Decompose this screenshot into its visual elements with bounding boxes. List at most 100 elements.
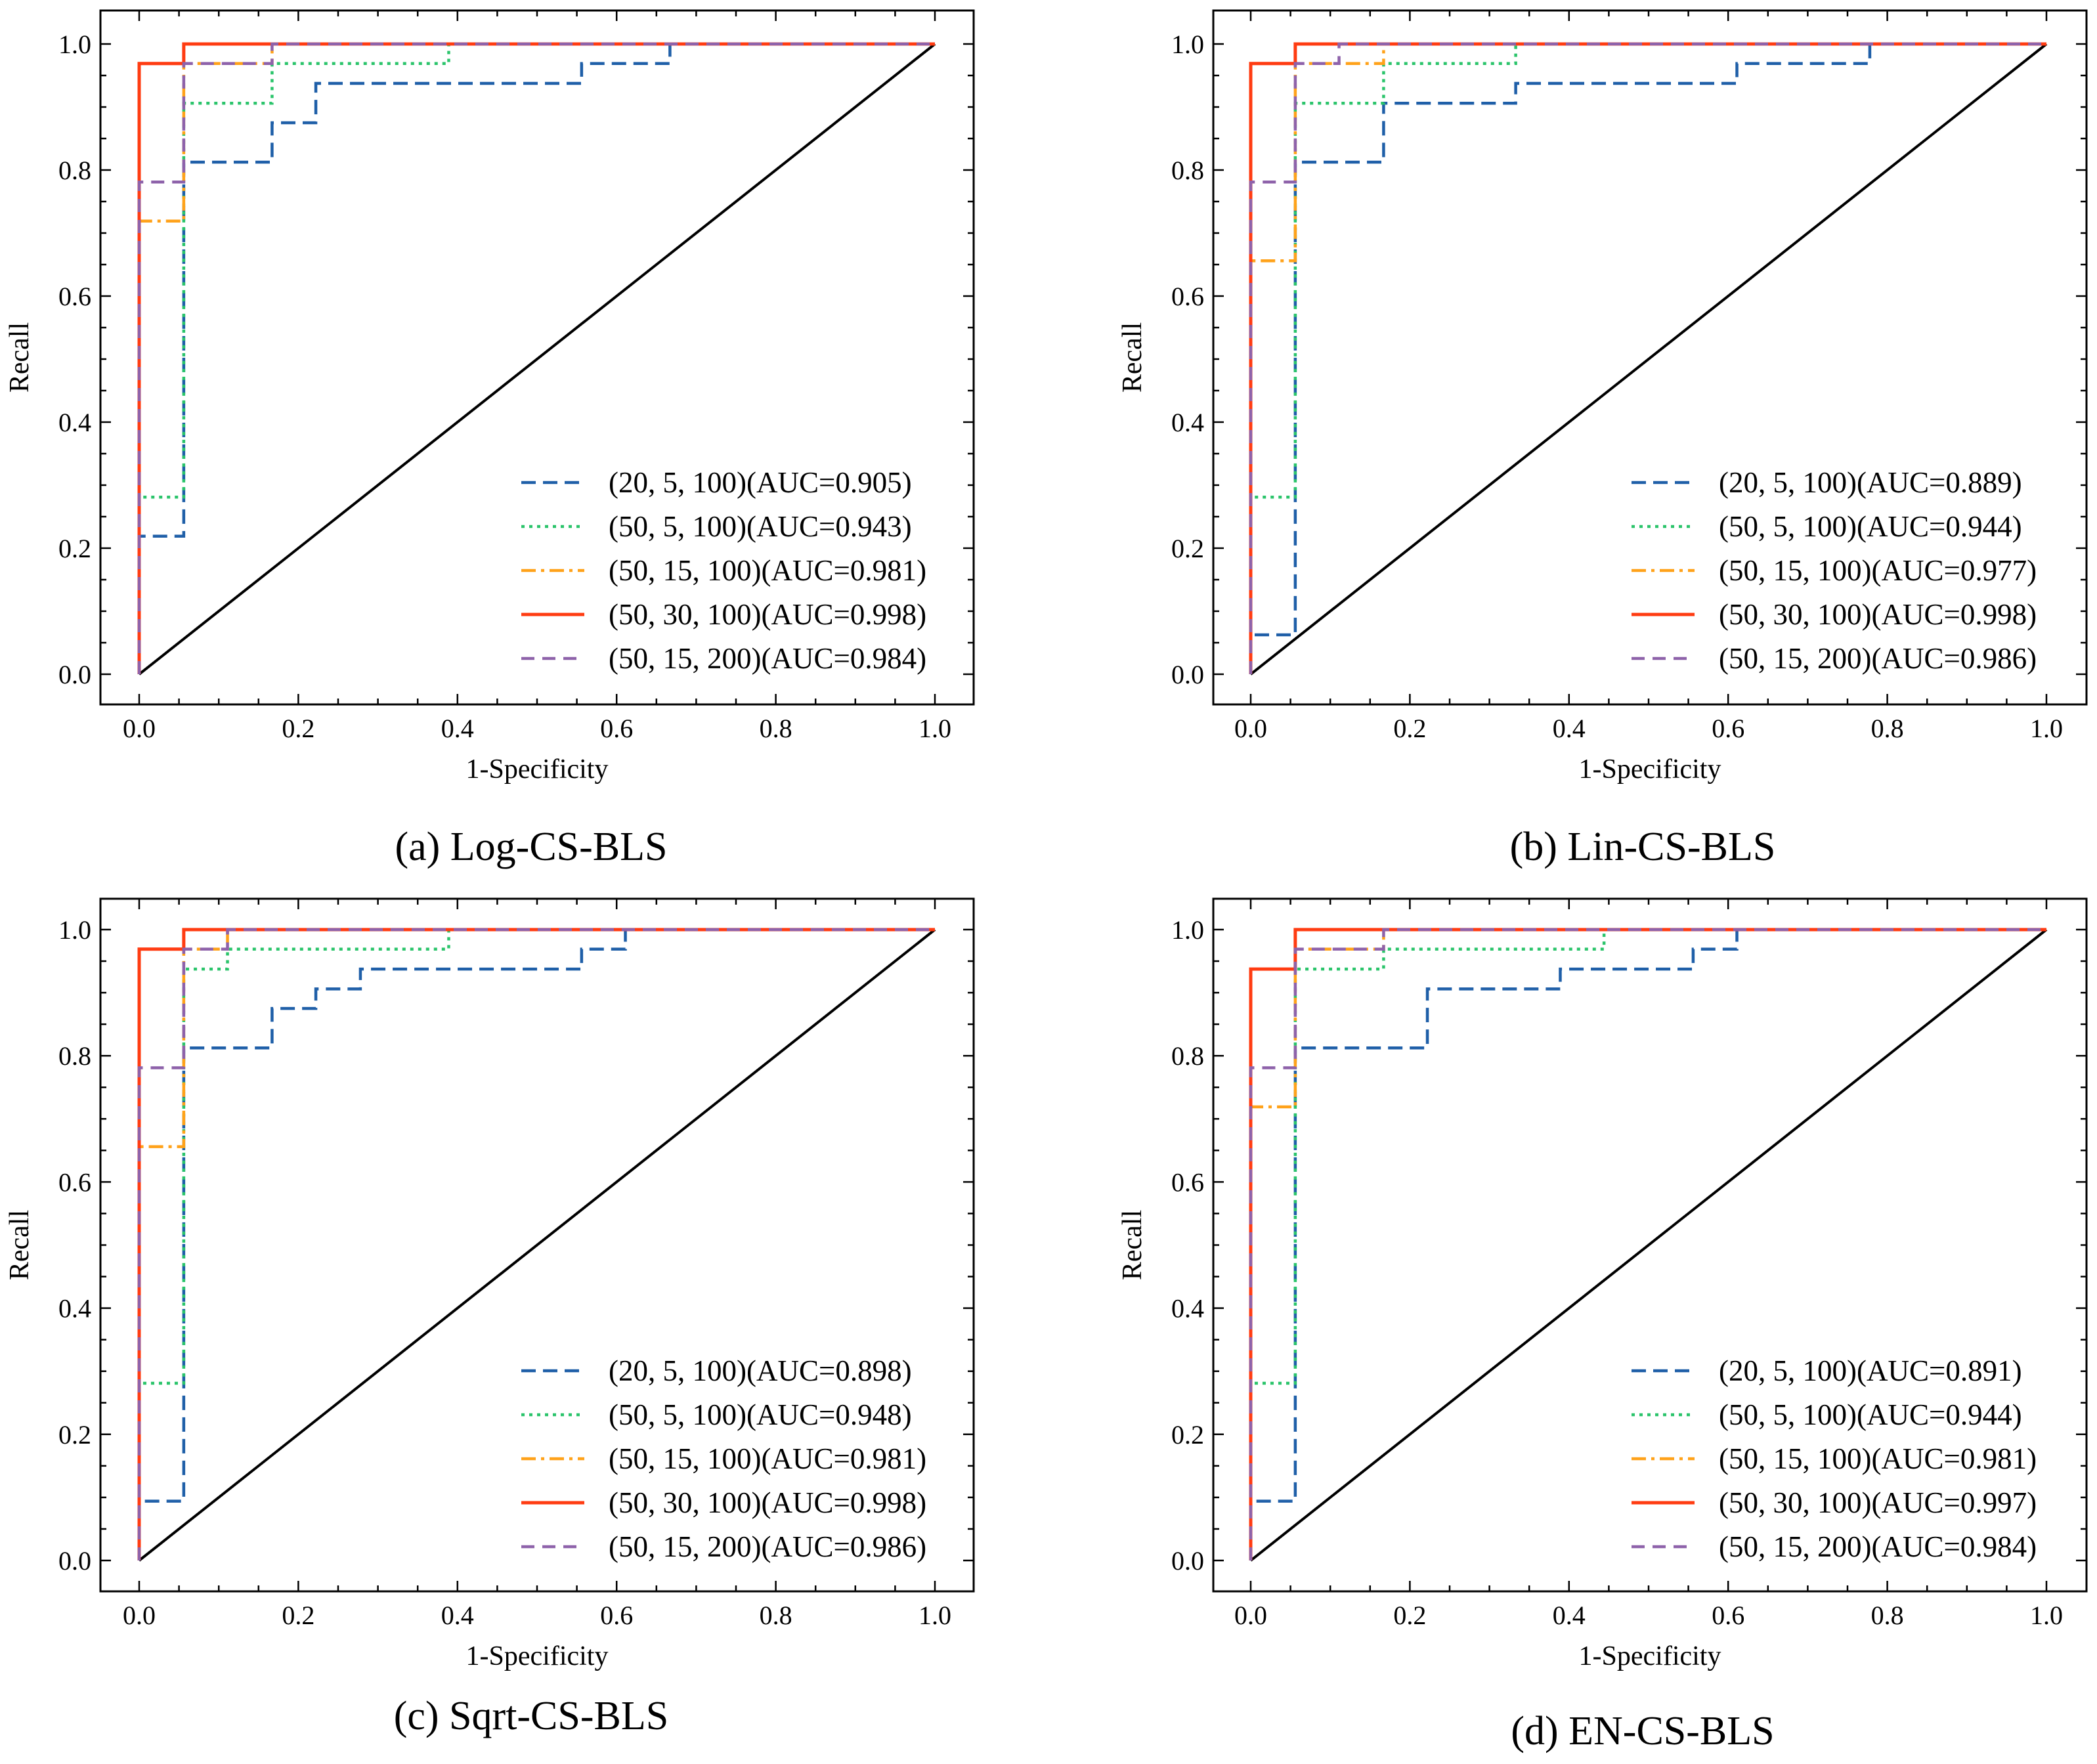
x-tick-label: 1.0 <box>2030 714 2063 743</box>
y-tick-label: 0.6 <box>1171 282 1204 311</box>
y-tick-label: 0.2 <box>1171 534 1204 563</box>
legend-entry-label: (50, 30, 100)(AUC=0.998) <box>609 598 926 631</box>
x-tick-label: 0.0 <box>123 1601 156 1630</box>
legend-entry-label: (20, 5, 100)(AUC=0.898) <box>609 1354 912 1387</box>
y-tick-label: 0.6 <box>58 282 91 311</box>
chance-diagonal-line <box>1249 43 2048 676</box>
x-tick-label: 0.6 <box>600 714 633 743</box>
y-tick-label: 0.4 <box>1171 408 1204 437</box>
legend-entry-label: (50, 15, 200)(AUC=0.986) <box>609 1530 926 1563</box>
x-tick-label: 0.0 <box>1234 1601 1267 1630</box>
x-tick-label: 0.2 <box>282 1601 314 1630</box>
roc-curve-series-0 <box>1249 42 2046 674</box>
axes-frame <box>99 9 975 706</box>
y-axis-label: Recall <box>1117 1210 1148 1280</box>
roc-curve-series-1 <box>1249 928 2046 1560</box>
chart-panel-3: 0.0 0.2 0.4 0.6 0.8 1.0 0.0 0.2 0.4 0.6 0.8 1.0 1-Sp… <box>1117 897 2088 1753</box>
x-tick-label: 0.2 <box>1393 714 1426 743</box>
legend-entry-label: (50, 15, 200)(AUC=0.986) <box>1719 642 2037 675</box>
roc-curve-series-4 <box>1249 42 2046 674</box>
roc-curve-series-0 <box>1249 928 2046 1560</box>
y-tick-label: 0.0 <box>1171 660 1204 689</box>
legend-entry-label: (50, 5, 100)(AUC=0.944) <box>1719 1398 2022 1431</box>
x-axis-label: 1-Specificity <box>466 754 609 785</box>
x-axis-label: 1-Specificity <box>1579 1641 1721 1671</box>
legend-entry-label: (50, 5, 100)(AUC=0.948) <box>609 1398 912 1431</box>
legend-entry-label: (50, 30, 100)(AUC=0.997) <box>1719 1486 2037 1519</box>
roc-curve-series-4 <box>1249 928 2046 1560</box>
x-tick-label: 1.0 <box>2030 1601 2063 1630</box>
x-tick-label: 0.8 <box>760 1601 792 1630</box>
roc-curve-series-0 <box>137 42 935 674</box>
legend-entry-label: (50, 15, 200)(AUC=0.984) <box>1719 1530 2037 1563</box>
y-tick-label: 1.0 <box>58 30 91 59</box>
axes-frame <box>1212 9 2088 706</box>
y-axis-label: Recall <box>5 322 35 393</box>
legend-entry-label: (50, 15, 100)(AUC=0.981) <box>609 554 926 587</box>
roc-curve-series-1 <box>1249 42 2046 674</box>
y-tick-label: 0.6 <box>58 1167 91 1197</box>
y-axis-label: Recall <box>1117 322 1148 393</box>
chart-panel-1: 0.0 0.2 0.4 0.6 0.8 1.0 0.0 0.2 0.4 0.6 0.8 1.0 1-Sp… <box>1117 9 2088 869</box>
y-tick-label: 0.2 <box>1171 1420 1204 1450</box>
roc-curve-series-1 <box>137 42 935 674</box>
y-tick-label: 0.4 <box>58 1294 91 1323</box>
chart-panel-2: 0.0 0.2 0.4 0.6 0.8 1.0 0.0 0.2 0.4 0.6 0.8 1.0 1-Sp… <box>5 897 975 1738</box>
legend-entry-label: (50, 15, 100)(AUC=0.977) <box>1719 554 2037 587</box>
y-tick-label: 0.0 <box>58 1546 91 1576</box>
chance-diagonal-line <box>138 928 936 1562</box>
x-tick-label: 0.0 <box>1234 714 1267 743</box>
x-tick-label: 0.8 <box>760 714 792 743</box>
y-tick-label: 0.2 <box>58 534 91 563</box>
x-tick-label: 1.0 <box>919 714 951 743</box>
legend-entry-label: (50, 15, 100)(AUC=0.981) <box>609 1442 926 1475</box>
x-tick-label: 0.4 <box>441 1601 474 1630</box>
x-tick-label: 0.2 <box>1393 1601 1426 1630</box>
legend-entry-label: (50, 5, 100)(AUC=0.944) <box>1719 510 2022 543</box>
legend-entry-label: (20, 5, 100)(AUC=0.889) <box>1719 466 2022 499</box>
y-tick-label: 0.6 <box>1171 1167 1204 1197</box>
y-tick-label: 0.8 <box>1171 156 1204 185</box>
y-tick-label: 0.4 <box>58 408 91 437</box>
x-tick-label: 0.6 <box>600 1601 633 1630</box>
panel-caption: (c) Sqrt-CS-BLS <box>394 1694 669 1738</box>
y-tick-label: 0.2 <box>58 1420 91 1450</box>
legend-entry-label: (50, 30, 100)(AUC=0.998) <box>609 1486 926 1519</box>
panel-caption: (a) Log-CS-BLS <box>395 825 667 869</box>
y-tick-label: 0.8 <box>58 156 91 185</box>
panel-caption: (b) Lin-CS-BLS <box>1510 825 1776 869</box>
x-tick-label: 0.6 <box>1712 1601 1744 1630</box>
legend-entry-label: (50, 15, 100)(AUC=0.981) <box>1719 1442 2037 1475</box>
legend-entry-label: (20, 5, 100)(AUC=0.905) <box>609 466 912 499</box>
y-tick-label: 1.0 <box>58 915 91 945</box>
x-tick-label: 0.6 <box>1712 714 1744 743</box>
legend-entry-label: (50, 5, 100)(AUC=0.943) <box>609 510 912 543</box>
x-tick-label: 0.4 <box>1553 714 1586 743</box>
chart-panel-0: 0.0 0.2 0.4 0.6 0.8 1.0 0.0 0.2 0.4 0.6 0.8 1.0 1-Sp… <box>5 9 975 869</box>
y-axis-label: Recall <box>5 1210 35 1280</box>
panel-caption: (d) EN-CS-BLS <box>1511 1709 1774 1753</box>
x-tick-label: 0.8 <box>1871 1601 1904 1630</box>
y-tick-label: 0.0 <box>58 660 91 689</box>
x-tick-label: 0.8 <box>1871 714 1904 743</box>
legend-entry-label: (50, 15, 200)(AUC=0.984) <box>609 642 926 675</box>
x-tick-label: 1.0 <box>919 1601 951 1630</box>
roc-curve-series-1 <box>137 928 935 1560</box>
chance-diagonal-line <box>1249 928 2048 1562</box>
roc-curve-series-4 <box>137 42 935 674</box>
legend-entry-label: (50, 30, 100)(AUC=0.998) <box>1719 598 2037 631</box>
x-axis-label: 1-Specificity <box>466 1641 609 1671</box>
y-tick-label: 1.0 <box>1171 915 1204 945</box>
y-tick-label: 0.8 <box>58 1041 91 1071</box>
x-tick-label: 0.4 <box>441 714 474 743</box>
y-tick-label: 1.0 <box>1171 30 1204 59</box>
y-tick-label: 0.0 <box>1171 1546 1204 1576</box>
y-tick-label: 0.4 <box>1171 1294 1204 1323</box>
axes-frame <box>1212 897 2088 1593</box>
x-axis-label: 1-Specificity <box>1579 754 1721 785</box>
legend-entry-label: (20, 5, 100)(AUC=0.891) <box>1719 1354 2022 1387</box>
x-tick-label: 0.4 <box>1553 1601 1586 1630</box>
chance-diagonal-line <box>138 43 936 676</box>
roc-curve-series-0 <box>137 928 935 1560</box>
